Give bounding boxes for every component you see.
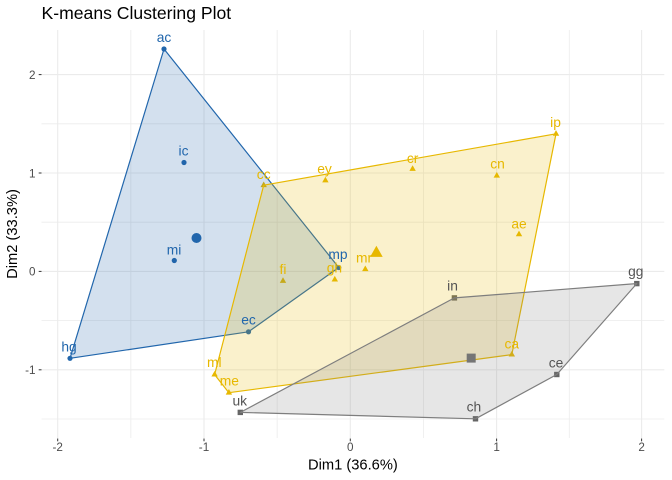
svg-text:ac: ac bbox=[157, 30, 172, 45]
svg-text:cr: cr bbox=[407, 151, 419, 166]
svg-text:2: 2 bbox=[638, 441, 645, 454]
svg-text:Dim1 (36.6%): Dim1 (36.6%) bbox=[308, 457, 398, 473]
svg-text:in: in bbox=[447, 279, 458, 294]
svg-text:2: 2 bbox=[29, 69, 36, 82]
svg-text:0: 0 bbox=[347, 441, 354, 454]
svg-text:1: 1 bbox=[29, 167, 36, 180]
svg-text:-2: -2 bbox=[52, 441, 62, 454]
svg-text:ce: ce bbox=[549, 355, 564, 370]
svg-text:hg: hg bbox=[61, 340, 76, 355]
svg-text:mi: mi bbox=[167, 243, 182, 258]
svg-text:ey: ey bbox=[317, 162, 332, 177]
svg-text:mp: mp bbox=[328, 247, 347, 262]
svg-text:-1: -1 bbox=[199, 441, 209, 454]
svg-text:1: 1 bbox=[493, 441, 500, 454]
svg-text:cc: cc bbox=[257, 167, 271, 182]
svg-text:ae: ae bbox=[511, 216, 527, 231]
svg-text:ch: ch bbox=[467, 399, 482, 414]
svg-text:Dim2 (33.3%): Dim2 (33.3%) bbox=[5, 189, 21, 279]
svg-text:0: 0 bbox=[29, 266, 36, 279]
svg-text:mr: mr bbox=[356, 251, 372, 266]
svg-text:ec: ec bbox=[241, 312, 256, 327]
svg-text:gg: gg bbox=[628, 264, 643, 279]
svg-text:ca: ca bbox=[505, 337, 520, 352]
svg-text:ic: ic bbox=[179, 144, 189, 159]
svg-text:ml: ml bbox=[207, 355, 222, 370]
svg-text:me: me bbox=[220, 374, 239, 389]
svg-text:-1: -1 bbox=[25, 364, 35, 377]
svg-text:K-means Clustering Plot: K-means Clustering Plot bbox=[42, 3, 232, 23]
svg-text:fi: fi bbox=[280, 262, 287, 277]
svg-text:gh: gh bbox=[327, 261, 342, 276]
svg-text:ip: ip bbox=[550, 115, 561, 130]
svg-text:cn: cn bbox=[490, 157, 505, 172]
svg-text:uk: uk bbox=[233, 393, 248, 408]
